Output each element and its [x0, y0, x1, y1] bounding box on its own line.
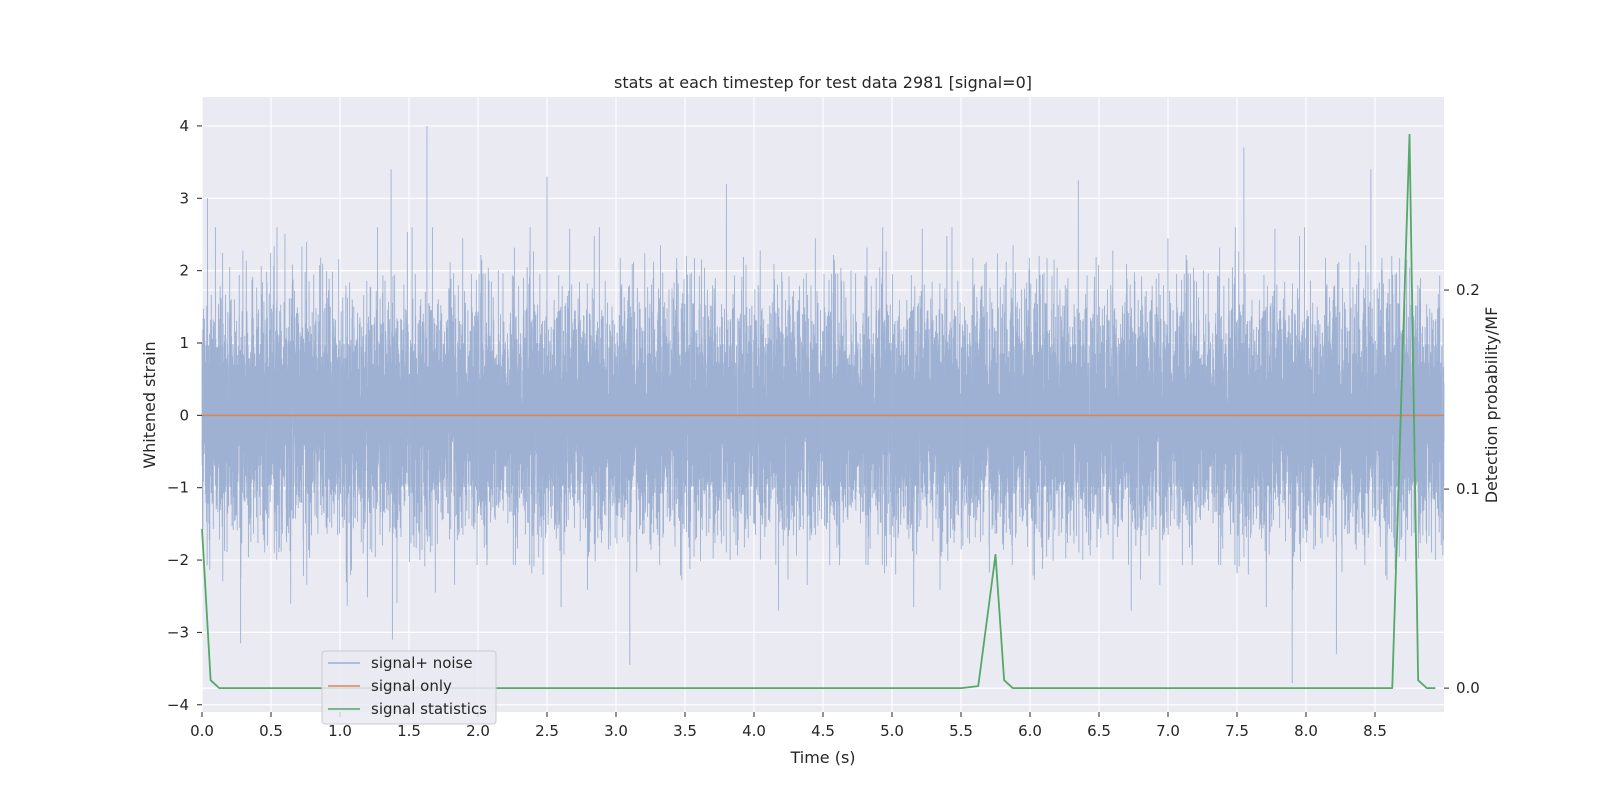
- y-tick-label: −4: [167, 696, 189, 714]
- series-signal-noise-line: [201, 125, 1445, 684]
- legend-label-signal-noise: signal+ noise: [371, 654, 473, 672]
- x-tick-label: 8.5: [1363, 722, 1387, 740]
- x-tick-label: 4.0: [742, 722, 766, 740]
- x-tick-label: 1.0: [328, 722, 352, 740]
- y-tick-label: −1: [167, 479, 189, 497]
- y-tick-label: −2: [167, 551, 189, 569]
- y-tick-label: 4: [179, 117, 189, 135]
- x-tick-label: 5.5: [949, 722, 973, 740]
- y2-tick-label: 0.1: [1456, 480, 1480, 498]
- x-tick-label: 3.5: [673, 722, 697, 740]
- x-tick-label: 8.0: [1294, 722, 1318, 740]
- y-axis-label: Whitened strain: [140, 341, 159, 468]
- legend-box: [321, 650, 497, 725]
- legend-label-signal-statistics: signal statistics: [371, 700, 487, 718]
- series-signal-statistics-line: [201, 133, 1436, 690]
- x-tick-label: 6.0: [1018, 722, 1042, 740]
- y-tick-label: 0: [179, 406, 189, 424]
- x-tick-label: 3.0: [604, 722, 628, 740]
- x-tick-label: 2.5: [535, 722, 559, 740]
- x-tick-label: 0.5: [259, 722, 283, 740]
- y2-tick-label: 0.0: [1456, 679, 1480, 697]
- x-tick-label: 7.0: [1156, 722, 1180, 740]
- chart-title: stats at each timestep for test data 298…: [614, 73, 1032, 92]
- axes: 0.0 0.5 1.0 1.5 2.0 2.5 3.0 3.5 4.0 4.5 5.0 5.5 6.0 6…: [167, 117, 1480, 740]
- x-axis-label: Time (s): [789, 748, 855, 767]
- data-layer: [201, 125, 1445, 690]
- x-tick-label: 2.0: [466, 722, 490, 740]
- x-tick-label: 7.5: [1225, 722, 1249, 740]
- legend-label-signal-only: signal only: [371, 677, 452, 695]
- y-tick-label: 3: [179, 189, 189, 207]
- y-tick-label: 1: [179, 334, 189, 352]
- x-tick-label: 0.0: [190, 722, 214, 740]
- y2-axis-label: Detection probability/MF: [1482, 307, 1501, 504]
- x-tick-label: 1.5: [397, 722, 421, 740]
- y2-tick-label: 0.2: [1456, 281, 1480, 299]
- x-tick-label: 5.0: [880, 722, 904, 740]
- x-tick-label: 6.5: [1087, 722, 1111, 740]
- x-tick-label: 4.5: [811, 722, 835, 740]
- y-tick-label: 2: [179, 262, 189, 280]
- legend: signal+ noise signal only signal statist…: [321, 650, 497, 725]
- y-tick-label: −3: [167, 623, 189, 641]
